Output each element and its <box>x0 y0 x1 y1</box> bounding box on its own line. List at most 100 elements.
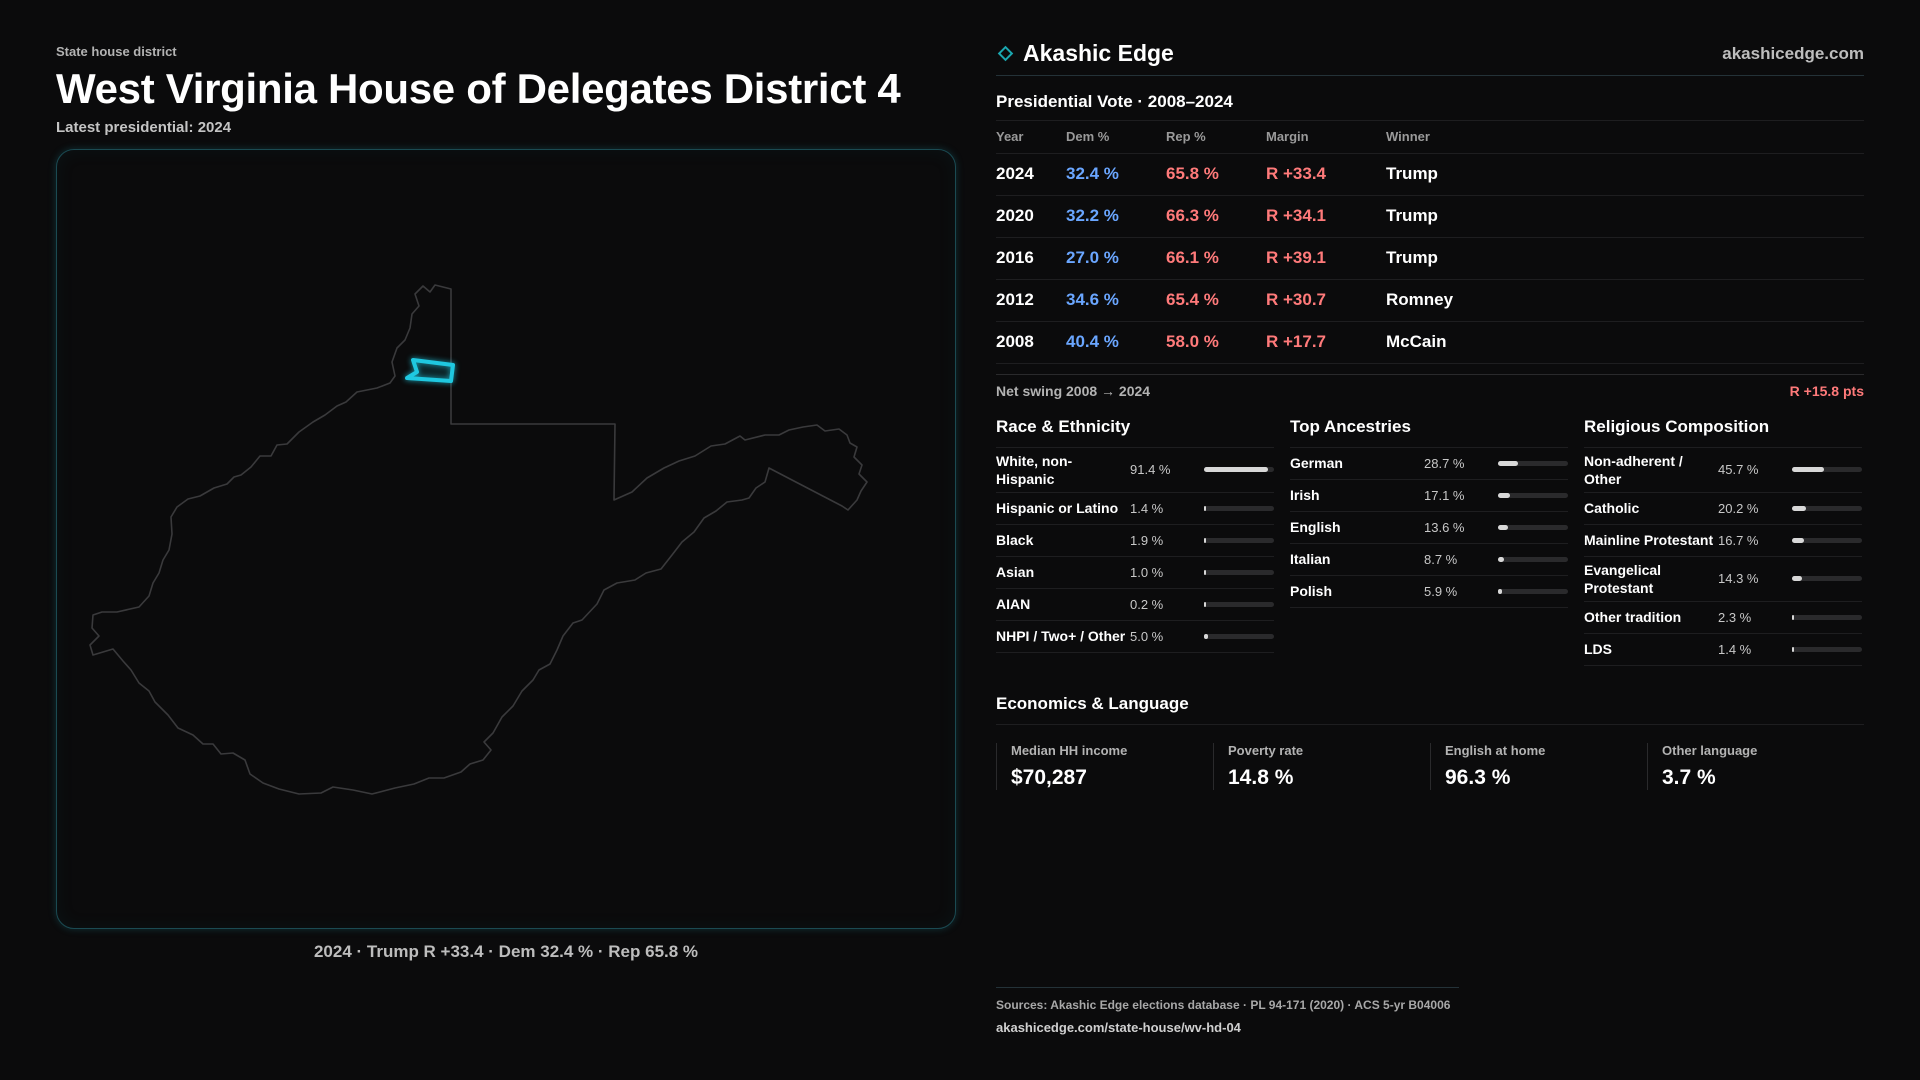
year-cell: 2008 <box>996 321 1066 364</box>
brand-name: Akashic Edge <box>1023 40 1174 66</box>
list-item: Other tradition 2.3 % <box>1584 602 1862 634</box>
table-row: 2024 32.4 % 65.8 % R +33.4 Trump <box>996 153 1864 196</box>
item-label: Irish <box>1290 487 1320 503</box>
stat-value: 96.3 % <box>1445 765 1511 789</box>
list-item: Catholic 20.2 % <box>1584 493 1862 525</box>
race-ethnicity-panel: Race & Ethnicity White, non-Hispanic 91.4… <box>996 417 1274 666</box>
ancestries-title: Top Ancestries <box>1290 417 1568 448</box>
column-header-dem: Dem % <box>1066 121 1166 154</box>
winner-cell: McCain <box>1386 321 1864 364</box>
table-row: 2012 34.6 % 65.4 % R +30.7 Romney <box>996 279 1864 322</box>
stat-label: Median HH income <box>1011 742 1128 758</box>
religion-panel: Religious Composition Non-adherent / Oth… <box>1584 417 1862 666</box>
item-value: 20.2 % <box>1718 500 1759 516</box>
list-item: White, non-Hispanic 91.4 % <box>996 448 1274 493</box>
item-bar-fill <box>1498 524 1508 530</box>
page-title: West Virginia House of Delegates Distric… <box>56 65 901 112</box>
economics-row: Median HH income $70,287 Poverty rate 14.8 … <box>996 742 1864 790</box>
item-bar-fill <box>1792 537 1804 543</box>
demographics-grid: Race & Ethnicity White, non-Hispanic 91.4… <box>996 417 1864 666</box>
stat-value: 14.8 % <box>1228 765 1294 789</box>
margin-cell: R +17.7 <box>1266 321 1386 364</box>
header: State house district West Virginia House… <box>56 44 956 136</box>
winner-cell: Trump <box>1386 195 1864 238</box>
list-item: Mainline Protestant 16.7 % <box>1584 525 1862 557</box>
dem-cell: 27.0 % <box>1066 237 1166 280</box>
net-swing-row: Net swing 2008 → 2024 R +15.8 pts <box>996 373 1864 399</box>
economics-title: Economics & Language <box>996 694 1864 725</box>
list-item: Asian 1.0 % <box>996 557 1274 589</box>
item-bar <box>1498 492 1568 498</box>
stat-value: 3.7 % <box>1662 765 1716 789</box>
stat-label: English at home <box>1445 742 1546 758</box>
ancestries-list: German 28.7 % Irish 17.1 % English 13.6 % Ital… <box>1290 448 1568 608</box>
item-bar-fill <box>1498 492 1510 498</box>
race-ethnicity-list: White, non-Hispanic 91.4 % Hispanic or Lat… <box>996 448 1274 653</box>
year-cell: 2024 <box>996 153 1066 196</box>
item-bar <box>1204 467 1274 472</box>
item-value: 28.7 % <box>1424 455 1465 471</box>
item-bar-fill <box>1204 467 1268 472</box>
item-value: 5.0 % <box>1130 628 1164 644</box>
item-bar <box>1204 633 1274 639</box>
map-caption: 2024 · Trump R +33.4 · Dem 32.4 % · Rep … <box>313 942 699 961</box>
item-label: Asian <box>996 564 1035 580</box>
item-value: 45.7 % <box>1718 462 1759 477</box>
item-bar-fill <box>1792 576 1802 581</box>
table-header-row: Year Dem % Rep % Margin Winner <box>996 121 1864 154</box>
brand-bar: Akashic Edge akashicedge.com <box>996 40 1864 76</box>
item-bar-fill <box>1498 460 1518 466</box>
state-map-svg <box>89 284 868 795</box>
item-label: Non-adherent / Other <box>1584 452 1683 487</box>
footer: Sources: Akashic Edge elections database… <box>996 987 1459 1035</box>
item-label: White, non-Hispanic <box>996 452 1073 487</box>
column-header-winner: Winner <box>1386 121 1864 154</box>
brand-logo: Akashic Edge <box>996 40 1174 67</box>
dem-cell: 32.4 % <box>1066 153 1166 196</box>
item-label: Evangelical Protestant <box>1584 561 1662 596</box>
list-item: Black 1.9 % <box>996 525 1274 557</box>
item-bar <box>1204 569 1274 575</box>
stat-label: Poverty rate <box>1228 742 1304 758</box>
item-bar-fill <box>1204 601 1206 607</box>
item-label: English <box>1290 519 1341 535</box>
district-map[interactable] <box>56 149 956 929</box>
rep-cell: 65.4 % <box>1166 279 1266 322</box>
winner-cell: Trump <box>1386 237 1864 280</box>
net-swing-value: R +15.8 pts <box>1789 382 1864 399</box>
column-header-rep: Rep % <box>1166 121 1266 154</box>
item-bar <box>1204 505 1274 511</box>
margin-cell: R +39.1 <box>1266 237 1386 280</box>
item-bar-fill <box>1792 646 1794 652</box>
list-item: AIAN 0.2 % <box>996 589 1274 621</box>
item-label: German <box>1290 455 1343 471</box>
list-item: LDS 1.4 % <box>1584 634 1862 666</box>
item-bar <box>1792 576 1862 581</box>
brand-url[interactable]: akashicedge.com <box>1722 43 1864 63</box>
item-value: 1.4 % <box>1130 500 1164 516</box>
item-bar <box>1792 505 1862 511</box>
item-bar-fill <box>1204 569 1206 575</box>
margin-cell: R +33.4 <box>1266 153 1386 196</box>
economics-stat: Median HH income $70,287 <box>996 742 1213 790</box>
footer-url[interactable]: akashicedge.com/state-house/wv-hd-04 <box>996 1020 1241 1035</box>
list-item: NHPI / Two+ / Other 5.0 % <box>996 621 1274 653</box>
item-label: AIAN <box>996 596 1031 612</box>
item-value: 16.7 % <box>1718 532 1759 548</box>
dem-cell: 40.4 % <box>1066 321 1166 364</box>
rep-cell: 58.0 % <box>1166 321 1266 364</box>
year-cell: 2020 <box>996 195 1066 238</box>
item-label: LDS <box>1584 641 1612 657</box>
item-label: Hispanic or Latino <box>996 500 1119 516</box>
item-value: 14.3 % <box>1718 571 1759 586</box>
item-value: 0.2 % <box>1130 596 1164 612</box>
margin-cell: R +34.1 <box>1266 195 1386 238</box>
year-cell: 2016 <box>996 237 1066 280</box>
district-4-shape[interactable] <box>405 358 455 383</box>
item-bar <box>1792 467 1862 472</box>
list-item: English 13.6 % <box>1290 512 1568 544</box>
page-subtitle: Latest presidential: 2024 <box>56 119 232 136</box>
ancestries-panel: Top Ancestries German 28.7 % Irish 17.1 % En… <box>1290 417 1568 666</box>
column-header-margin: Margin <box>1266 121 1386 154</box>
rep-cell: 65.8 % <box>1166 153 1266 196</box>
